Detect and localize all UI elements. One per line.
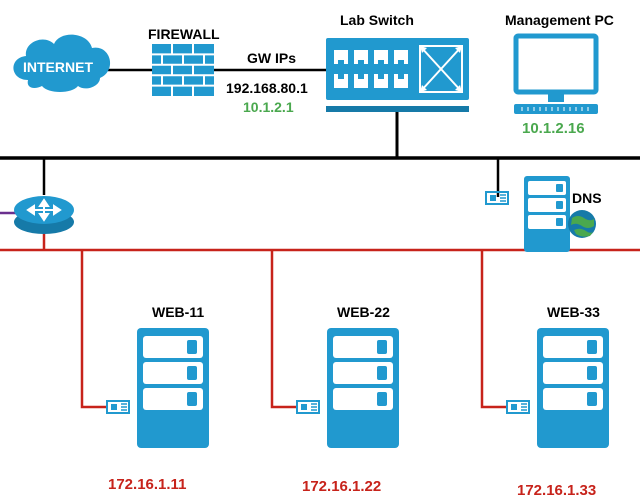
- ip22-label: 172.16.1.22: [302, 478, 381, 495]
- web11-label: WEB-11: [152, 304, 204, 320]
- management-pc-icon: [514, 36, 598, 114]
- internet-label: INTERNET: [23, 59, 93, 75]
- web22-nic-icon: [297, 401, 319, 413]
- gw-ip2-label: 10.1.2.1: [243, 99, 294, 115]
- dns-label: DNS: [572, 190, 602, 206]
- mgmt-ip-label: 10.1.2.16: [522, 120, 585, 137]
- link-web33: [482, 250, 507, 407]
- web22-server-icon: [327, 328, 399, 448]
- web33-server-icon: [537, 328, 609, 448]
- dns-server-icon: [524, 176, 570, 252]
- web33-label: WEB-33: [547, 304, 600, 320]
- router-icon: [14, 196, 74, 234]
- gw-title-label: GW IPs: [247, 50, 296, 66]
- lab-switch-label: Lab Switch: [340, 12, 414, 28]
- web33-nic-icon: [507, 401, 529, 413]
- gw-ip1-label: 192.168.80.1: [226, 80, 308, 96]
- ip11-label: 172.16.1.11: [108, 476, 186, 493]
- switch-base: [326, 106, 469, 112]
- ip33-label: 172.16.1.33: [517, 482, 596, 499]
- network-diagram: INTERNET: [0, 0, 640, 501]
- mgmt-pc-label: Management PC: [505, 12, 614, 28]
- link-web22: [272, 250, 297, 407]
- web11-server-icon: [137, 328, 209, 448]
- link-web11: [82, 250, 107, 407]
- firewall-icon: [152, 44, 214, 96]
- firewall-label: FIREWALL: [148, 26, 220, 42]
- internet-cloud-icon: INTERNET: [13, 35, 110, 92]
- globe-icon: [568, 210, 596, 238]
- lab-switch-icon: [326, 38, 469, 100]
- web22-label: WEB-22: [337, 304, 390, 320]
- web11-nic-icon: [107, 401, 129, 413]
